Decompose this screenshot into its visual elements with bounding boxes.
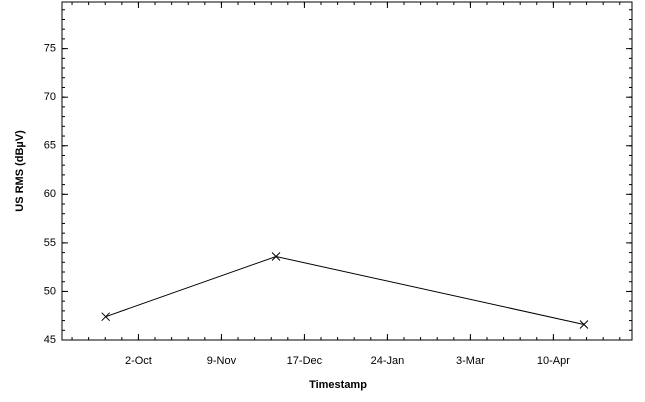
x-tick-label: 10-Apr (537, 355, 570, 367)
y-tick-label: 55 (44, 237, 56, 249)
data-marker (579, 320, 589, 329)
data-marker (271, 252, 281, 261)
x-tick-label: 2-Oct (125, 355, 152, 367)
data-line (105, 255, 585, 325)
x-axis-label: Timestamp (309, 379, 367, 391)
y-tick-label: 70 (44, 91, 56, 103)
y-tick-label: 60 (44, 188, 56, 200)
y-tick-label: 45 (44, 334, 56, 346)
y-tick-label: 65 (44, 140, 56, 152)
x-tick-label: 9-Nov (207, 355, 237, 367)
x-tick-label: 17-Dec (287, 355, 323, 367)
x-tick-label: 3-Mar (456, 355, 485, 367)
y-axis-label: US RMS (dBµV) (14, 130, 26, 212)
y-tick-label: 75 (44, 43, 56, 55)
plot-frame (61, 1, 633, 341)
x-tick-label: 24-Jan (371, 355, 405, 367)
y-tick-label: 50 (44, 285, 56, 297)
data-marker (101, 312, 111, 322)
